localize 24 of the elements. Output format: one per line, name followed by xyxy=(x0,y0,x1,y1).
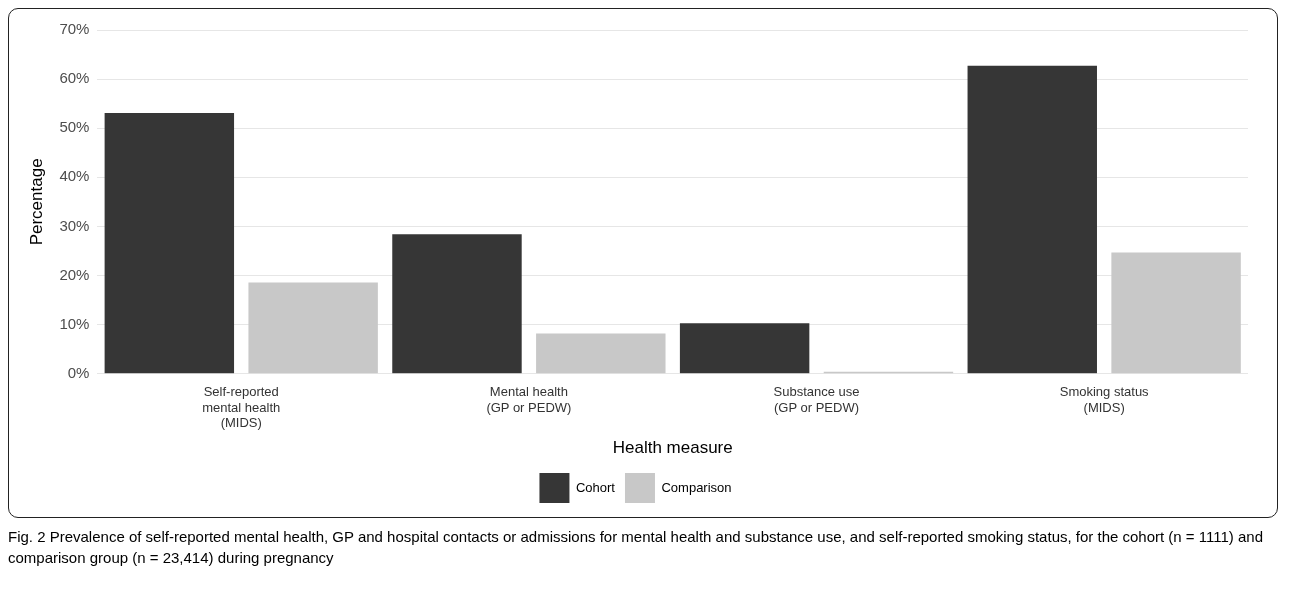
x-tick-label: Smoking status (MIDS) xyxy=(1059,384,1150,415)
legend-label: Comparison xyxy=(661,479,732,495)
y-tick-label: 70% xyxy=(59,20,90,38)
y-tick-label: 40% xyxy=(59,167,90,185)
x-axis-title: Health measure xyxy=(612,438,733,458)
legend-label: Cohort xyxy=(575,479,616,495)
y-axis-title: Percentage xyxy=(26,158,46,246)
y-tick-label: 20% xyxy=(59,265,90,283)
y-tick-label: 50% xyxy=(59,118,90,136)
y-tick-label: 60% xyxy=(59,69,90,87)
x-tick-label: Mental health (GP or PEDW) xyxy=(486,384,572,415)
bar xyxy=(679,323,810,374)
x-tick-label: Substance use (GP or PEDW) xyxy=(773,384,860,415)
bar xyxy=(1111,252,1241,374)
bar xyxy=(536,333,666,374)
bar xyxy=(967,65,1097,374)
caption: Fig. 2 Prevalence of self-reported mental health, GP and hospital contacts or admissions for mental health and substance use, and self-reported smoking status, for the cohort (n = 1111) and comparison group (n = 23,414) during pregnancy xyxy=(8,527,1264,568)
bar xyxy=(104,113,235,374)
bar xyxy=(248,282,378,374)
bar xyxy=(392,234,522,374)
y-tick-label: 0% xyxy=(67,363,90,381)
y-tick-label: 30% xyxy=(59,216,90,234)
x-tick-label: Self-reported mental health (MIDS) xyxy=(202,384,281,431)
y-tick-label: 10% xyxy=(59,314,90,332)
